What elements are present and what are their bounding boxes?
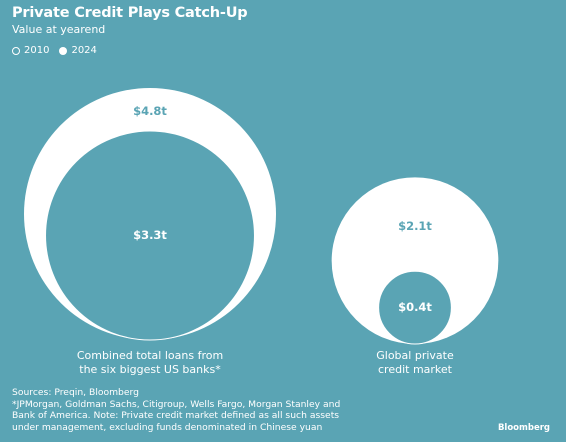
category-label-private-credit: Global private credit market	[345, 349, 485, 377]
legend-item-2024: 2024	[59, 45, 97, 56]
legend-swatch-2024	[59, 46, 68, 55]
value-label-2010-private-credit: $0.4t	[398, 300, 432, 314]
bubble-2024-private-credit	[331, 177, 499, 344]
value-label-2024-banks: $4.8t	[133, 104, 167, 118]
category-label-banks: Combined total loans from the six bigges…	[60, 349, 240, 377]
footer-notes: Sources: Preqin, Bloomberg *JPMorgan, Go…	[12, 387, 340, 433]
bubble-2010-banks	[45, 130, 255, 341]
legend-label-2010: 2010	[24, 45, 50, 56]
bubble-2010-private-credit	[378, 270, 452, 345]
legend-label-2024: 2024	[71, 45, 97, 56]
value-label-2024-private-credit: $2.1t	[398, 219, 432, 233]
footer-note-line2: Bank of America. Note: Private credit ma…	[12, 410, 340, 421]
legend-swatch-2010	[12, 46, 20, 55]
footer-note-line3: under management, excluding funds denomi…	[12, 421, 323, 433]
legend: 2010 2024	[12, 45, 97, 56]
chart-subtitle: Value at yearend	[12, 23, 106, 36]
category-label-private-credit-line1: Global private	[376, 349, 454, 362]
footer-sources: Sources: Preqin, Bloomberg	[12, 387, 139, 398]
footer-note-line1: *JPMorgan, Goldman Sachs, Citigroup, Wel…	[12, 398, 341, 410]
bloomberg-logo: Bloomberg	[497, 423, 550, 433]
category-label-banks-line2: the six biggest US banks*	[79, 363, 221, 376]
legend-item-2010: 2010	[12, 45, 49, 56]
value-label-2010-banks: $3.3t	[133, 228, 167, 242]
category-label-banks-line1: Combined total loans from	[76, 349, 224, 362]
category-label-private-credit-line2: credit market	[378, 363, 452, 376]
chart-title: Private Credit Plays Catch-Up	[12, 5, 248, 21]
